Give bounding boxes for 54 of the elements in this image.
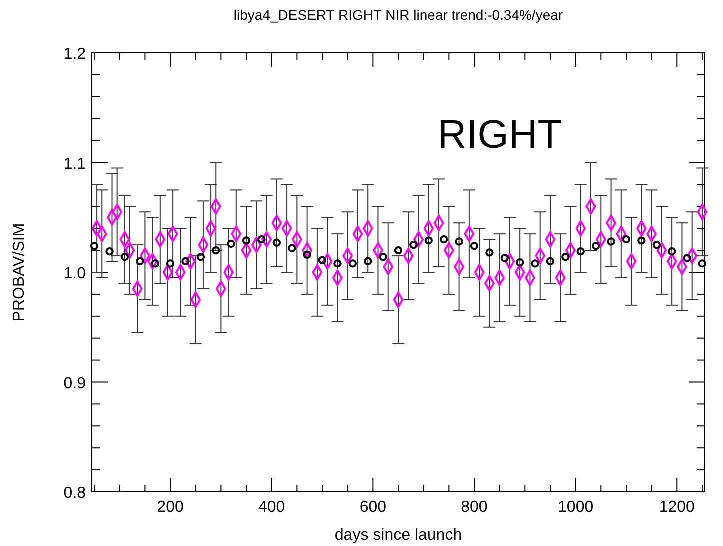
point — [258, 235, 266, 244]
point — [166, 260, 175, 268]
point — [288, 244, 296, 252]
point — [106, 248, 114, 256]
point — [394, 246, 403, 255]
x-tick-label: 400 — [258, 499, 286, 516]
x-tick-label: 1000 — [558, 499, 594, 516]
point — [212, 246, 220, 255]
point — [486, 248, 494, 257]
point — [622, 235, 631, 244]
y-tick-label: 1.1 — [64, 156, 86, 173]
point — [120, 253, 130, 262]
point — [516, 258, 524, 267]
point — [638, 236, 646, 245]
point — [440, 235, 448, 244]
point — [348, 260, 357, 268]
point — [182, 257, 190, 266]
point — [242, 236, 251, 245]
point — [698, 260, 707, 268]
point — [379, 253, 388, 262]
point — [424, 236, 433, 245]
point — [531, 260, 540, 268]
point — [410, 240, 418, 250]
point — [546, 257, 555, 266]
y-tick-label: 1.0 — [64, 266, 86, 282]
point — [90, 242, 99, 250]
x-tick-label: 1200 — [659, 499, 696, 516]
point — [272, 238, 282, 247]
point — [364, 257, 372, 266]
point — [500, 254, 509, 262]
x-tick-label: 600 — [360, 499, 387, 516]
annotation: RIGHT — [438, 113, 562, 157]
point — [668, 248, 676, 256]
point — [576, 248, 585, 256]
point — [227, 240, 236, 248]
point — [470, 242, 479, 250]
y-tick-label: 0.9 — [64, 375, 86, 392]
point — [683, 254, 692, 262]
x-axis-title: days since launch — [334, 527, 462, 544]
x-tick-label: 200 — [157, 499, 184, 516]
point — [196, 253, 206, 262]
chart-title: libya4_DESERT RIGHT NIR linear trend:-0.34%/year — [234, 7, 564, 23]
point — [136, 257, 144, 266]
y-axis-title: PROBAV/SIM — [11, 223, 28, 322]
point — [607, 238, 616, 246]
point — [318, 256, 327, 265]
y-tick-label: 1.2 — [64, 46, 86, 63]
point — [562, 253, 570, 262]
x-tick-label: 800 — [461, 499, 488, 516]
point — [455, 238, 464, 246]
point — [652, 240, 661, 250]
y-tick-label: 0.8 — [64, 485, 86, 502]
point — [334, 260, 342, 268]
point — [592, 242, 600, 250]
